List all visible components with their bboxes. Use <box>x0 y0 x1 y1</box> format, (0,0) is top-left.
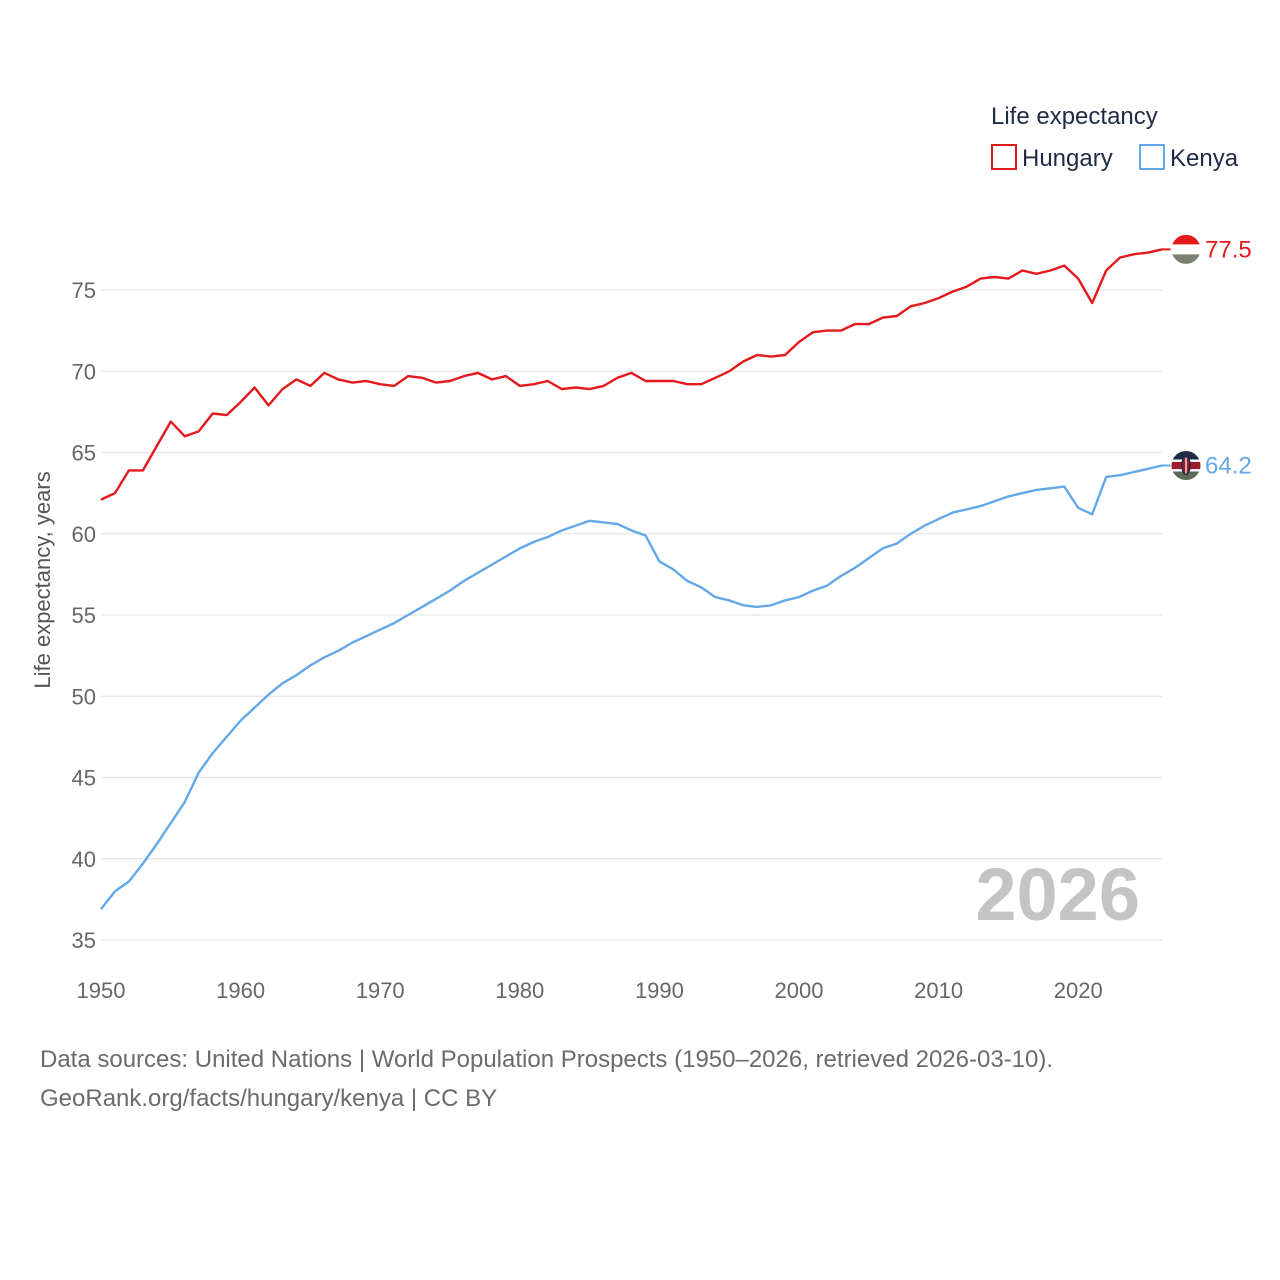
legend-swatch-hungary[interactable] <box>991 144 1017 170</box>
y-tick-65: 65 <box>72 441 96 466</box>
y-tick-70: 70 <box>72 359 96 384</box>
x-tick-2000: 2000 <box>775 978 824 1003</box>
x-tick-1990: 1990 <box>635 978 684 1003</box>
grid-lines <box>101 289 1162 941</box>
series-line-kenya[interactable] <box>100 464 1163 910</box>
y-tick-75: 75 <box>72 278 96 303</box>
legend-title: Life expectancy <box>991 103 1158 130</box>
source-note: Data sources: United Nations | World Pop… <box>40 1040 1240 1118</box>
x-tick-1960: 1960 <box>216 978 265 1003</box>
x-tick-2020: 2020 <box>1054 978 1103 1003</box>
source-line-2[interactable]: GeoRank.org/facts/hungary/kenya | CC BY <box>40 1085 498 1112</box>
line-chart: 35 40 45 50 55 60 65 70 75 1950 1960 1970 1980 1990 2… <box>30 103 1252 1003</box>
legend: Life expectancy Hungary Kenya <box>991 103 1239 172</box>
y-axis-ticks: 35 40 45 50 55 60 65 70 75 <box>72 278 96 953</box>
x-tick-1980: 1980 <box>495 978 544 1003</box>
x-tick-1950: 1950 <box>77 978 126 1003</box>
kenya-flag-icon <box>1162 450 1202 481</box>
x-tick-2010: 2010 <box>914 978 963 1003</box>
legend-label-kenya[interactable]: Kenya <box>1170 145 1239 172</box>
hungary-end-value: 77.5 <box>1205 236 1252 263</box>
legend-label-hungary[interactable]: Hungary <box>1022 145 1113 172</box>
series-line-hungary[interactable] <box>100 248 1163 501</box>
y-tick-45: 45 <box>72 766 96 791</box>
y-axis-label: Life expectancy, years <box>30 471 55 688</box>
legend-swatch-kenya[interactable] <box>1139 144 1165 170</box>
x-tick-1970: 1970 <box>356 978 405 1003</box>
kenya-end-value: 64.2 <box>1205 453 1252 480</box>
hungary-flag-icon <box>1162 233 1202 265</box>
y-tick-50: 50 <box>72 684 96 709</box>
series-lines <box>100 248 1163 910</box>
y-tick-60: 60 <box>72 522 96 547</box>
year-label: 2026 <box>975 853 1140 936</box>
y-tick-40: 40 <box>72 847 96 872</box>
source-line-1: Data sources: United Nations | World Pop… <box>40 1046 1054 1073</box>
y-tick-35: 35 <box>72 928 96 953</box>
x-axis-ticks: 1950 1960 1970 1980 1990 2000 2010 2020 <box>77 978 1103 1003</box>
y-tick-55: 55 <box>72 603 96 628</box>
